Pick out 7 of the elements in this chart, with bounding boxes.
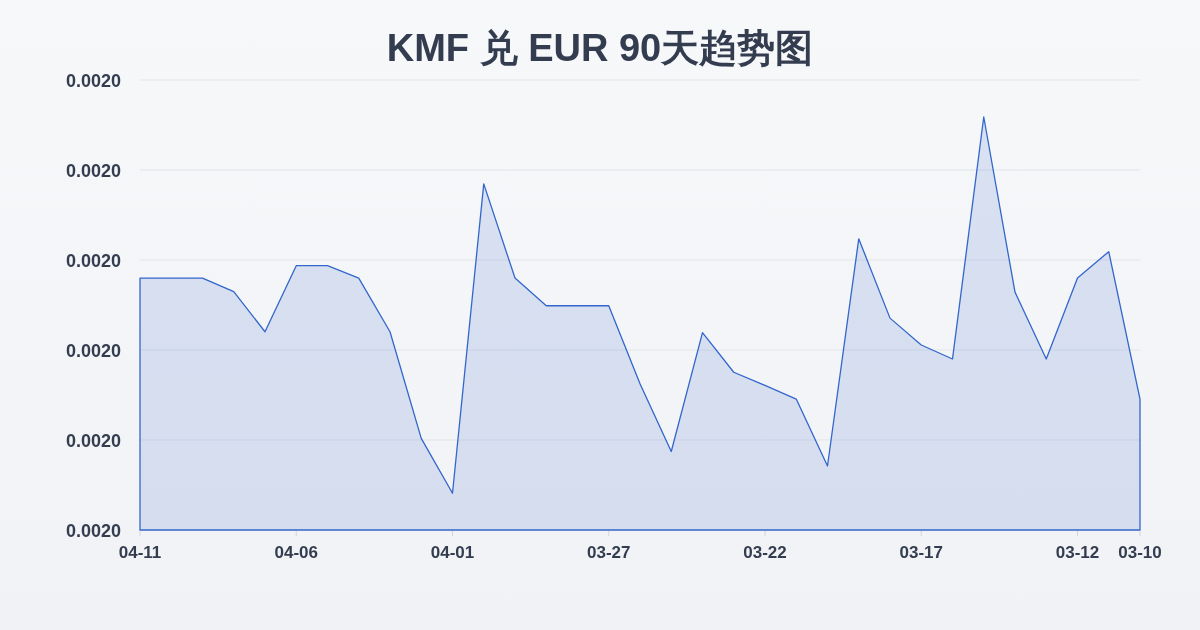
annotation: 0.0020 — [65, 520, 121, 541]
annotation: 0.0020 — [65, 70, 121, 91]
title: KMF 兑 EUR 90天趋势图 — [386, 27, 814, 69]
annotation: 0.0020 — [65, 340, 121, 361]
annotation: 0.0020 — [65, 160, 121, 181]
annotation: 0.0020 — [65, 250, 121, 271]
annotation: 0.0020 — [65, 430, 121, 451]
